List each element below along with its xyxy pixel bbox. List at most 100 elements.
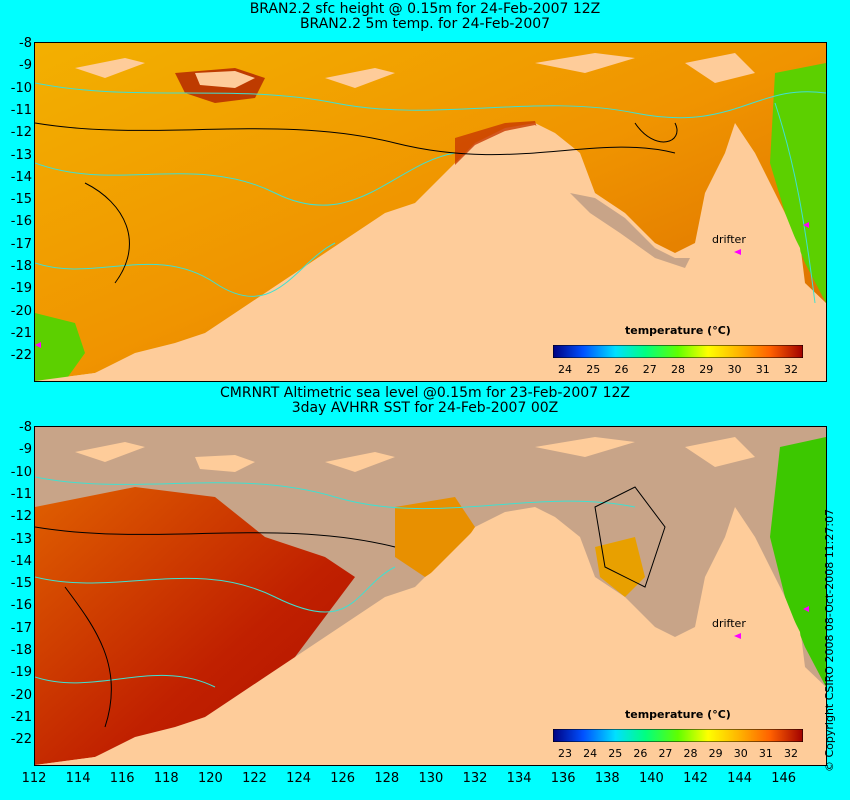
latitude-label: -13 — [10, 147, 32, 163]
sst-field-west — [35, 487, 355, 765]
latitude-label: -21 — [10, 325, 32, 341]
nodata-gulf — [570, 193, 690, 268]
ocean-field — [35, 43, 826, 381]
latitude-label: -18 — [10, 643, 32, 658]
copyright-notice: © Copyright CSIRO 2008 08-Oct-2008 11:27… — [823, 508, 836, 772]
top-title-2: BRAN2.2 5m temp. for 24-Feb-2007 — [299, 16, 551, 32]
latitude-label: -15 — [10, 192, 32, 208]
longitude-label: 112 — [21, 771, 47, 786]
colorbar-tick-label: 30 — [727, 363, 742, 376]
colorbar-tick-label: 25 — [586, 363, 601, 376]
latitude-label: -18 — [10, 259, 32, 274]
bottom-title-2: 3day AVHRR SST for 24-Feb-2007 00Z — [291, 400, 559, 416]
latitude-label: -20 — [10, 303, 32, 319]
drifter-marker-east — [803, 222, 809, 228]
longitude-label: 120 — [197, 771, 223, 786]
latitude-label: -8 — [19, 36, 32, 51]
longitude-label: 136 — [550, 771, 576, 786]
bottom-colorbar — [553, 729, 803, 742]
drifter-label-bottom: drifter — [712, 617, 746, 630]
sst-field-east — [770, 437, 826, 687]
drifter-marker-west — [35, 342, 41, 348]
drifter-label-top: drifter — [712, 233, 746, 246]
cool-area-sw — [35, 313, 85, 381]
longitude-label: 146 — [771, 771, 797, 786]
latitude-label: -19 — [10, 281, 32, 297]
sea-level-contours-cyan — [35, 82, 826, 304]
longitude-label: 116 — [109, 771, 135, 786]
bottom-map-svg — [35, 427, 826, 765]
latitude-label: -15 — [10, 576, 32, 592]
latitude-label: -12 — [10, 509, 32, 525]
latitude-label: -21 — [10, 709, 32, 725]
latitude-label: -22 — [10, 348, 32, 364]
colorbar-tick-label: 26 — [614, 363, 629, 376]
latitude-label: -20 — [10, 687, 32, 703]
bottom-colorbar-title: temperature (°C) — [625, 708, 731, 721]
top-title-1: BRAN2.2 sfc height @ 0.15m for 24-Feb-20… — [249, 1, 601, 17]
colorbar-tick-label: 26 — [633, 747, 648, 760]
colorbar-tick-label: 27 — [642, 363, 657, 376]
top-map-panel: drifter temperature (°C) 24 25 26 27 28 29 30 3… — [34, 42, 827, 382]
longitude-label: 142 — [683, 771, 708, 786]
colorbar-tick-label: 30 — [733, 747, 748, 760]
latitude-label: -17 — [10, 620, 32, 636]
top-colorbar — [553, 345, 803, 358]
latitude-label: -17 — [10, 236, 32, 252]
longitude-label: 132 — [462, 771, 488, 786]
colorbar-tick-label: 29 — [699, 363, 714, 376]
land-islands — [75, 53, 755, 88]
longitude-label: 134 — [506, 771, 532, 786]
colorbar-tick-label: 29 — [708, 747, 723, 760]
latitude-label: -11 — [10, 102, 32, 118]
land-australia — [35, 125, 826, 381]
longitude-label: 128 — [374, 771, 400, 786]
longitude-label: 138 — [594, 771, 620, 786]
colorbar-tick-label: 32 — [784, 363, 798, 376]
longitude-label: 126 — [330, 771, 356, 786]
latitude-label: -22 — [10, 732, 32, 748]
longitude-label: 124 — [286, 771, 311, 786]
colorbar-tick-label: 28 — [671, 363, 685, 376]
land-islands-bottom — [75, 437, 755, 472]
colorbar-tick-label: 25 — [608, 747, 623, 760]
cool-area-east — [770, 63, 826, 303]
colorbar-tick-label: 31 — [755, 363, 770, 376]
latitude-label: -16 — [10, 598, 32, 614]
latitude-label: -12 — [10, 125, 32, 141]
latitude-label: -19 — [10, 665, 32, 681]
longitude-label: 118 — [153, 771, 179, 786]
top-colorbar-title: temperature (°C) — [625, 324, 731, 337]
colorbar-tick-label: 32 — [784, 747, 798, 760]
sea-level-contours-black-bottom — [35, 486, 666, 728]
latitude-label: -10 — [10, 80, 32, 96]
colorbar-tick-label: 27 — [658, 747, 673, 760]
colorbar-tick-label: 24 — [558, 363, 572, 376]
latitude-label: -9 — [19, 442, 32, 458]
bottom-title-1: CMRNRT Altimetric sea level @0.15m for 2… — [220, 385, 630, 401]
longitude-label: 130 — [418, 771, 444, 786]
latitude-label: -14 — [10, 169, 32, 185]
colorbar-tick-label: 28 — [683, 747, 698, 760]
bottom-map-panel: drifter temperature (°C) 23 24 25 26 27 28 29 3… — [34, 426, 827, 766]
sea-level-contours-cyan-bottom — [35, 476, 636, 688]
sea-level-contours-black — [35, 122, 678, 284]
longitude-label: 140 — [638, 771, 664, 786]
latitude-label: -16 — [10, 214, 32, 230]
latitude-label: -14 — [10, 553, 32, 569]
land-australia-bottom — [35, 509, 826, 765]
latitude-label: -8 — [19, 420, 32, 435]
latitude-label: -13 — [10, 531, 32, 547]
latitude-label: -10 — [10, 464, 32, 480]
top-map-svg — [35, 43, 826, 381]
colorbar-tick-label: 23 — [558, 747, 572, 760]
colorbar-tick-label: 31 — [758, 747, 773, 760]
colorbar-tick-label: 24 — [583, 747, 598, 760]
sst-field-gulf — [595, 537, 645, 597]
longitude-label: 144 — [727, 771, 752, 786]
drifter-marker-east-bottom — [803, 606, 809, 612]
longitude-label: 114 — [65, 771, 91, 786]
latitude-label: -11 — [10, 486, 32, 502]
latitude-label: -9 — [19, 58, 32, 74]
longitude-label: 122 — [242, 771, 267, 786]
